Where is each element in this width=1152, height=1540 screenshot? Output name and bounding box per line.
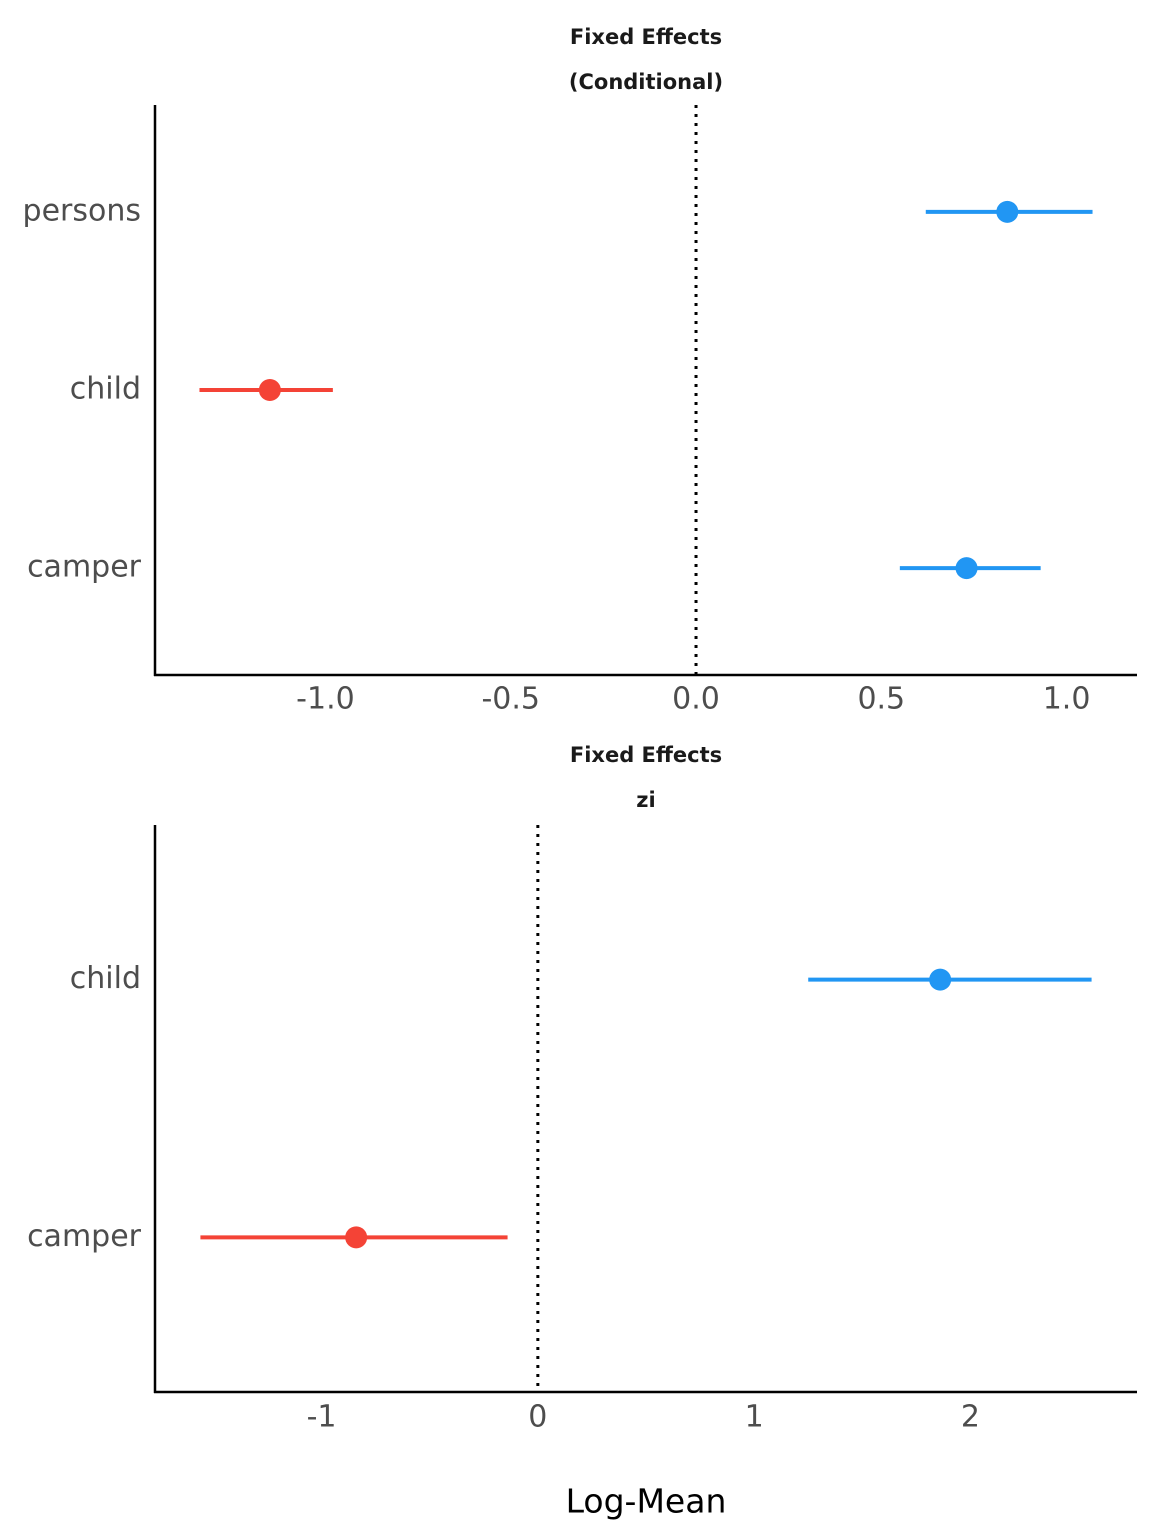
point xyxy=(929,968,952,991)
y-tick-label: camper xyxy=(27,1219,142,1254)
x-tick-label: 0.0 xyxy=(672,682,720,717)
point xyxy=(996,200,1019,223)
y-tick-label: child xyxy=(70,372,141,407)
panel-title: Fixed Effects xyxy=(570,743,722,767)
point xyxy=(258,379,281,401)
x-tick-label: -1 xyxy=(307,1400,337,1435)
panel-subtitle: zi xyxy=(636,788,655,812)
point xyxy=(345,1226,368,1249)
panel-subtitle: (Conditional) xyxy=(569,70,723,94)
y-tick-label: child xyxy=(70,961,141,996)
x-tick-label: 1 xyxy=(745,1400,764,1435)
x-tick-label: -1.0 xyxy=(296,682,355,717)
y-tick-label: persons xyxy=(23,193,141,228)
x-tick-label: 0 xyxy=(528,1400,547,1435)
x-tick-label: 2 xyxy=(961,1400,980,1435)
x-tick-label: 1.0 xyxy=(1043,682,1091,717)
point xyxy=(955,557,978,580)
x-tick-label: -0.5 xyxy=(481,682,540,717)
panel-title: Fixed Effects xyxy=(570,25,722,49)
y-tick-label: camper xyxy=(27,550,142,585)
x-axis-label: Log-Mean xyxy=(566,1482,727,1521)
x-tick-label: 0.5 xyxy=(857,682,905,717)
